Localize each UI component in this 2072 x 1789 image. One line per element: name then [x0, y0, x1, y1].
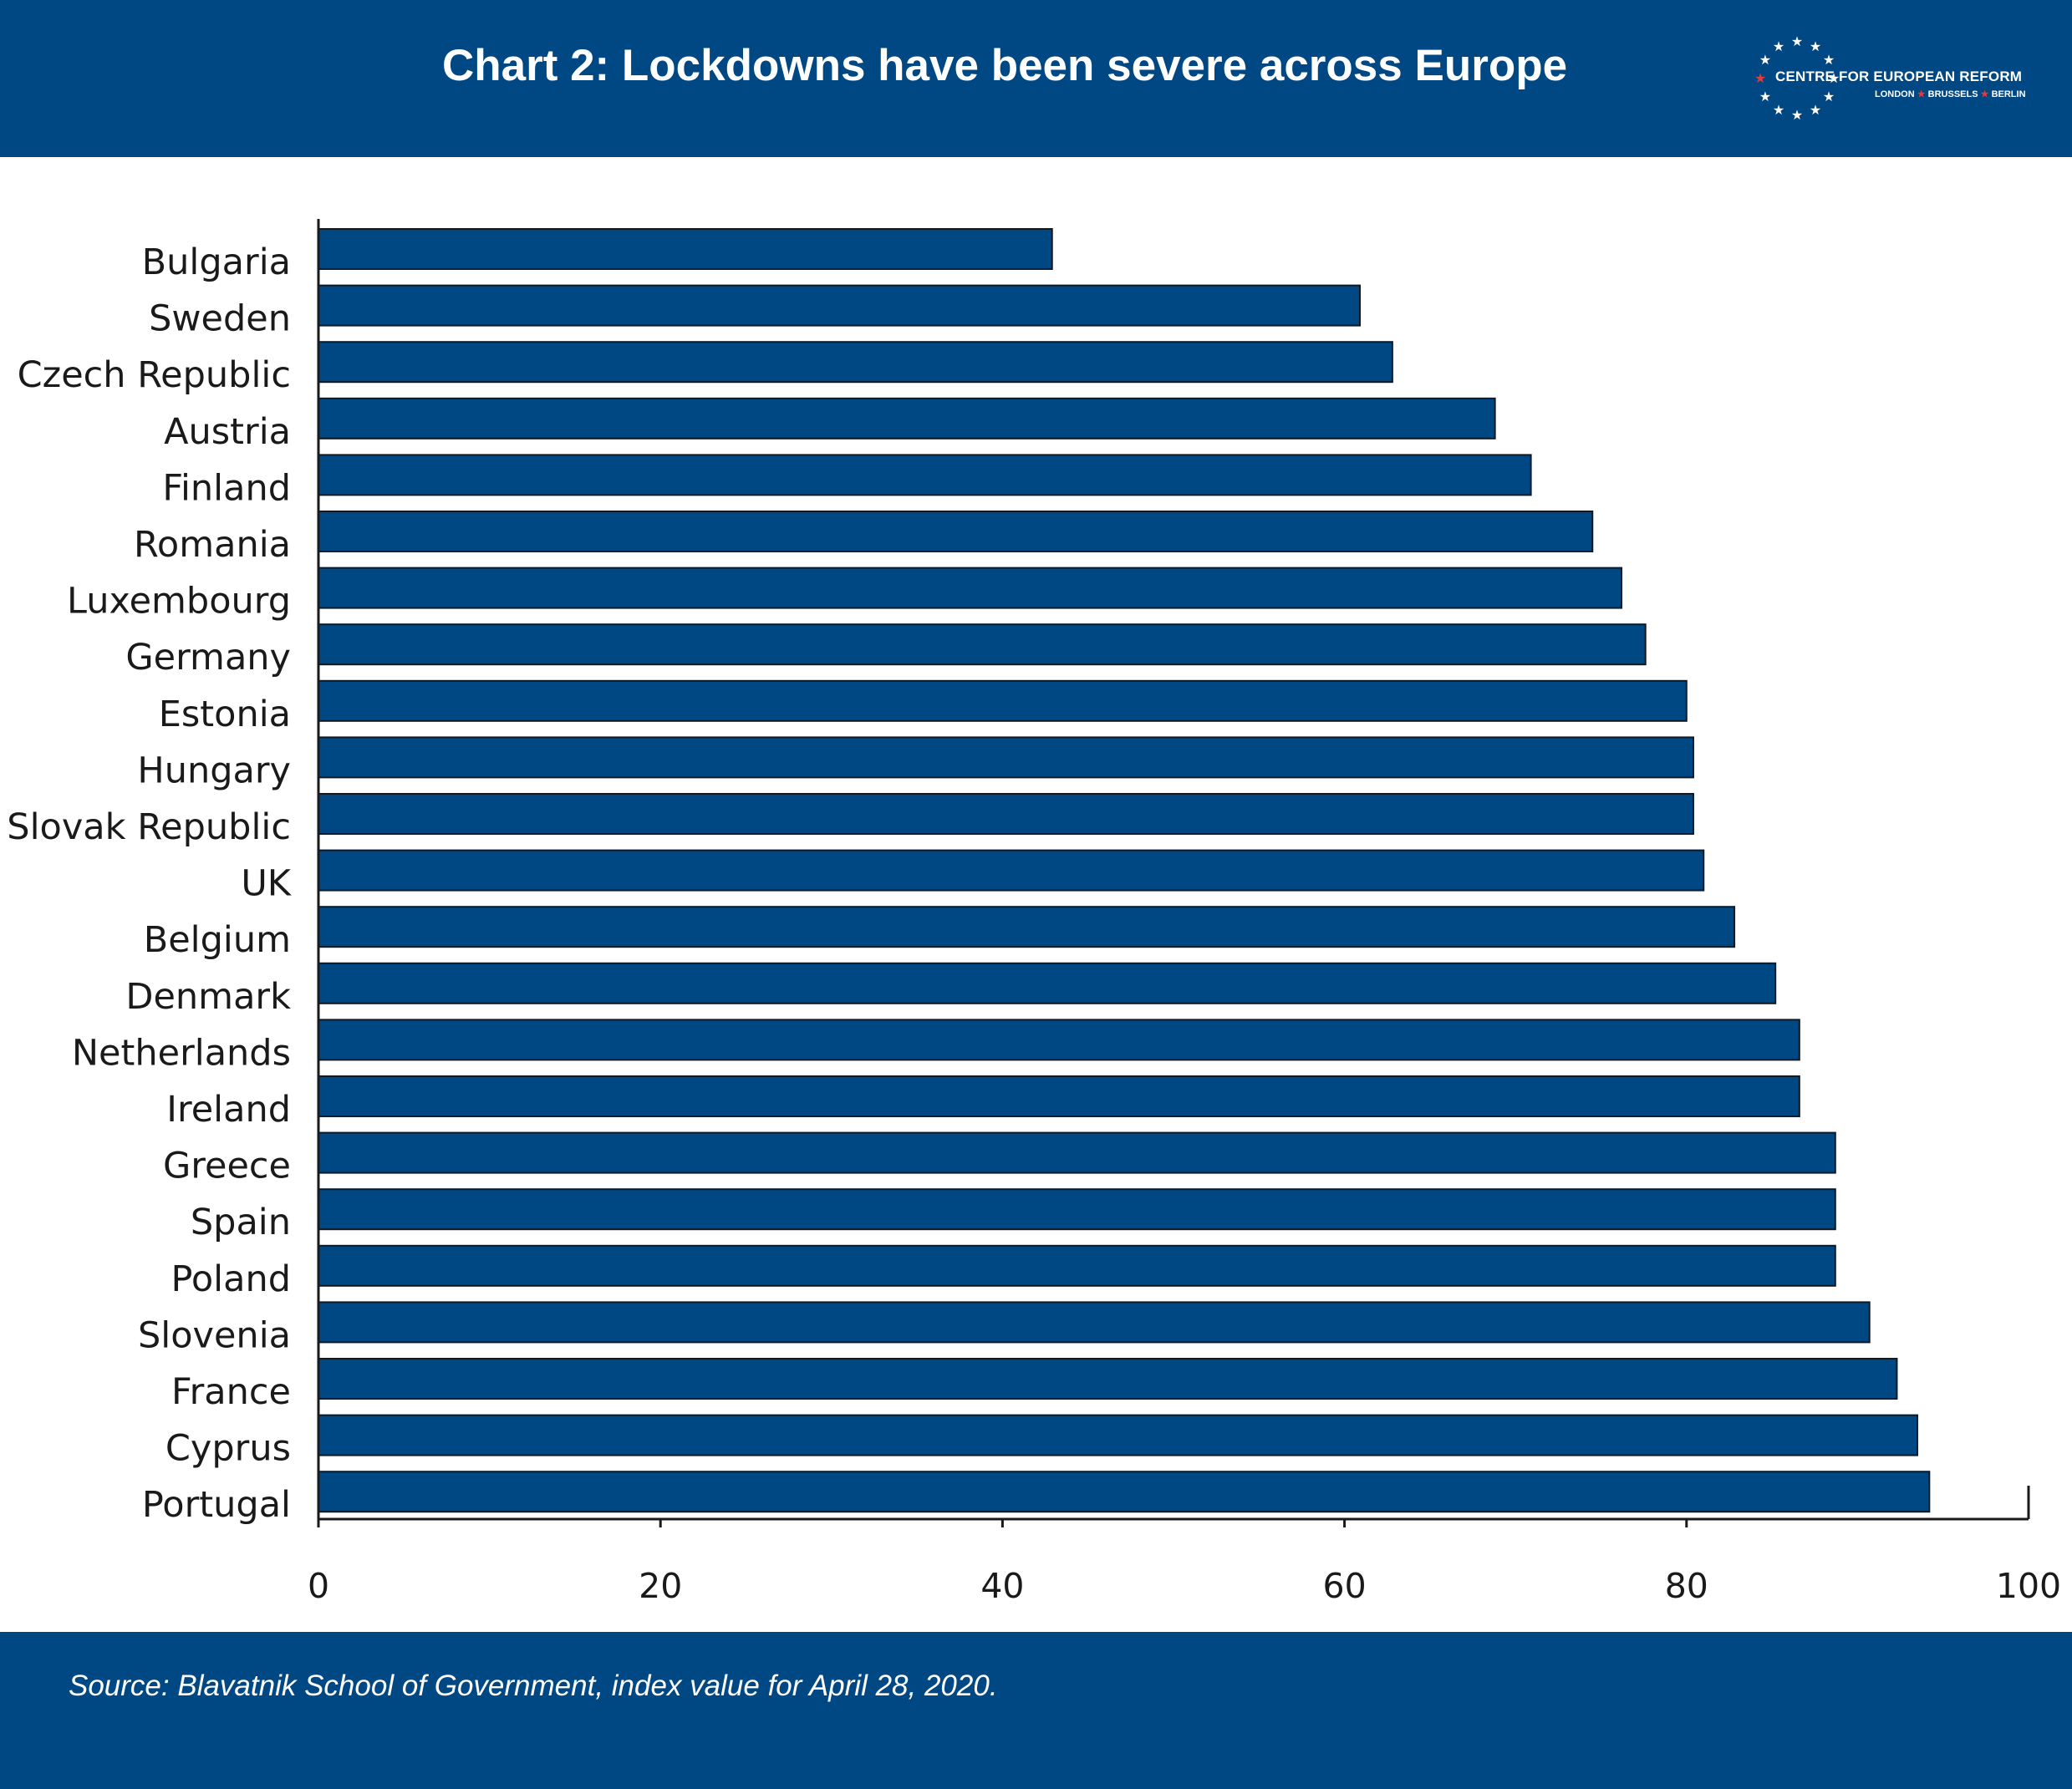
category-label: Austria — [164, 411, 291, 453]
category-label: Sweden — [149, 298, 291, 340]
logo-separator-star: ★ — [1980, 89, 1989, 99]
category-label: Denmark — [125, 976, 291, 1018]
bar — [318, 284, 1362, 327]
x-tick-label: 80 — [1665, 1566, 1708, 1606]
category-label: UK — [241, 863, 292, 905]
logo-star-icon: ★ — [1759, 89, 1771, 104]
chart-title: Chart 2: Lockdowns have been severe acro… — [441, 41, 1568, 90]
category-label: Luxembourg — [67, 581, 291, 623]
bar — [318, 1471, 1931, 1513]
x-tick-label: 100 — [1996, 1566, 2061, 1606]
logo-star-icon: ★ — [1823, 52, 1835, 68]
bar — [318, 1358, 1898, 1400]
logo-star-icon: ★ — [1759, 52, 1771, 68]
x-tick-label: 60 — [1323, 1566, 1367, 1606]
category-label: Poland — [171, 1258, 291, 1300]
bar — [318, 567, 1623, 609]
logo-star-icon: ★ — [1791, 33, 1803, 49]
bar — [318, 906, 1736, 948]
logo-star-icon: ★ — [1823, 89, 1835, 104]
logo-star-icon: ★ — [1773, 102, 1784, 118]
logo-city-berlin: BERLIN — [1991, 89, 2026, 99]
logo-star-icon: ★ — [1773, 38, 1784, 54]
category-label: Portugal — [142, 1484, 291, 1526]
category-label: Slovak Republic — [7, 806, 291, 848]
category-label: Germany — [125, 637, 291, 678]
bar — [318, 397, 1496, 440]
logo-star-icon: ★ — [1810, 38, 1821, 54]
category-label: France — [171, 1371, 291, 1413]
bar — [318, 1019, 1800, 1061]
logo-stars: ★ ★★★★★★★★★★★ — [1755, 33, 1840, 123]
footer-banner — [0, 1632, 2072, 1789]
bar — [318, 623, 1647, 666]
category-label: Belgium — [144, 919, 291, 961]
category-label: Ireland — [166, 1089, 291, 1131]
bar — [318, 679, 1688, 722]
bar — [318, 793, 1694, 835]
bar — [318, 1075, 1800, 1117]
bar — [318, 341, 1393, 384]
logo-name: CENTRE FOR EUROPEAN REFORM — [1775, 69, 2023, 84]
bar — [318, 849, 1705, 892]
bar — [318, 1301, 1871, 1344]
logo-city-brussels: BRUSSELS — [1927, 89, 1978, 99]
logo-star-icon: ★ — [1828, 70, 1840, 86]
header-banner — [0, 0, 2072, 157]
bar — [318, 736, 1694, 779]
logo-star-icon: ★ — [1810, 102, 1821, 118]
x-tick-label: 20 — [639, 1566, 682, 1606]
category-label: Romania — [134, 524, 291, 566]
category-label: Greece — [163, 1146, 291, 1187]
bar-chart: Bulgaria Sweden Czech Republic Austria Finla… — [7, 219, 2061, 1606]
category-label: Finland — [162, 467, 291, 509]
bar — [318, 962, 1777, 1004]
bar — [318, 1131, 1836, 1174]
category-label: Netherlands — [72, 1032, 291, 1074]
bar — [318, 454, 1532, 496]
bar — [318, 1188, 1836, 1231]
category-label: Czech Republic — [18, 354, 291, 396]
category-label: Spain — [191, 1202, 291, 1243]
category-label: Estonia — [159, 694, 291, 735]
bar — [318, 511, 1594, 552]
bar — [318, 228, 1053, 270]
logo-cities: LONDON ★ BRUSSELS ★ BERLIN — [1875, 89, 2026, 100]
category-label: Cyprus — [165, 1428, 291, 1470]
logo-city-london: LONDON — [1875, 89, 1915, 99]
bar — [318, 1414, 1919, 1456]
bar — [318, 1244, 1836, 1287]
logo-star-icon: ★ — [1791, 107, 1803, 123]
logo-star-icon: ★ — [1755, 70, 1766, 86]
category-label: Slovenia — [138, 1314, 291, 1356]
x-tick-label: 40 — [980, 1566, 1024, 1606]
x-tick-label: 0 — [308, 1566, 329, 1606]
category-label: Hungary — [137, 750, 291, 791]
logo-separator-star: ★ — [1917, 89, 1926, 99]
source-note: Source: Blavatnik School of Government, … — [69, 1670, 998, 1702]
category-label: Bulgaria — [142, 241, 291, 283]
